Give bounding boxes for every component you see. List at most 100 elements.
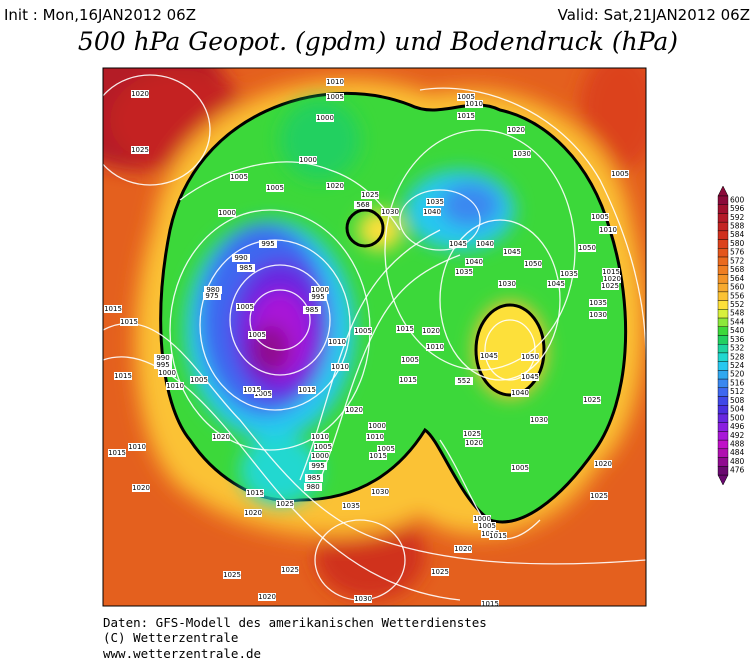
colorbar-box [717, 457, 729, 467]
isobar-label: 1005 [314, 443, 332, 451]
isobar-label: 1015 [243, 386, 261, 394]
label-box [480, 352, 498, 360]
isobar-label: 995 [311, 462, 324, 470]
isobar-labels: 1010100510001000100510001005995990985980… [104, 78, 629, 606]
colorbar-label: 548 [730, 309, 745, 318]
label-box [524, 260, 542, 268]
colorbar-box [717, 344, 729, 354]
isobar-label: 995 [261, 240, 274, 248]
label-box [120, 318, 138, 326]
isobar-label: 1010 [331, 363, 349, 371]
isobar-label: 1030 [354, 595, 372, 603]
colorbar-label: 496 [730, 422, 745, 431]
isobar-label: 1035 [342, 502, 360, 510]
label-box [203, 292, 221, 300]
label-box [223, 571, 241, 579]
label-box [326, 93, 344, 101]
isobar-label: 1020 [465, 439, 483, 447]
label-box [465, 439, 483, 447]
isobar-label: 1020 [422, 327, 440, 335]
isobar-label: 1015 [246, 489, 264, 497]
isobar-label: 1015 [114, 372, 132, 380]
isobar-label: 975 [205, 292, 218, 300]
label-box [463, 430, 481, 438]
colorbar-label: 484 [730, 448, 745, 457]
isobar-label: 1005 [511, 464, 529, 472]
label-box [371, 488, 389, 496]
label-box [465, 100, 483, 108]
isobar-label: 1000 [473, 515, 491, 523]
label-box [309, 293, 327, 301]
label-box [423, 208, 441, 216]
isobar-label: 1010 [166, 382, 184, 390]
label-box [108, 449, 126, 457]
colorbar-label: 552 [730, 300, 745, 309]
isobar-label: 1040 [423, 208, 441, 216]
isobar-label: 1000 [316, 114, 334, 122]
label-box [455, 268, 473, 276]
colorbar-label: 488 [730, 439, 745, 448]
isobar-label: 1005 [254, 390, 272, 398]
isobar-label: 1025 [281, 566, 299, 574]
colorbar-label: 508 [730, 396, 745, 405]
isobar-label: 1015 [489, 532, 507, 540]
label-box [599, 226, 617, 234]
colorbar: 6005965925885845805765725685645605565525… [717, 185, 745, 486]
isobar-label: 1020 [594, 460, 612, 468]
label-box [258, 593, 276, 601]
label-box [328, 338, 346, 346]
isobar-label: 1020 [244, 509, 262, 517]
colorbar-label: 544 [730, 317, 745, 326]
label-box [457, 93, 475, 101]
colorbar-label: 600 [730, 195, 745, 204]
isobar-label: 1005 [478, 522, 496, 530]
isobar-label: 1015 [104, 305, 122, 313]
label-box [481, 600, 499, 606]
isobar-label: 1020 [258, 593, 276, 601]
colorbar-box [717, 466, 729, 476]
isobar-label: 1030 [381, 208, 399, 216]
label-box [511, 389, 529, 397]
isobar-label: 1030 [371, 488, 389, 496]
label-box [507, 126, 525, 134]
colorbar-label: 520 [730, 370, 745, 379]
label-box [166, 382, 184, 390]
label-box [305, 474, 323, 482]
label-box [259, 240, 277, 248]
label-box [589, 299, 607, 307]
label-box [603, 275, 621, 283]
colorbar-box [717, 378, 729, 389]
isobar-label: 1030 [530, 416, 548, 424]
isobar-label: 985 [239, 264, 252, 272]
isobar-label: 552 [457, 377, 470, 385]
label-box [354, 327, 372, 335]
isobar-label: 1045 [480, 352, 498, 360]
colorbar-box [717, 195, 729, 205]
label-box [426, 198, 444, 206]
label-box [489, 532, 507, 540]
isobar-label: 1000 [311, 286, 329, 294]
colorbar-box [717, 326, 729, 336]
colorbar-arrow-top [717, 185, 729, 197]
colorbar-label: 500 [730, 413, 745, 422]
isobar-label: 1050 [578, 244, 596, 252]
label-box [560, 270, 578, 278]
isobar-label: 1020 [326, 182, 344, 190]
isobar-label: 1005 [248, 331, 266, 339]
isobar-label: 1000 [368, 422, 386, 430]
isobar-label: 1015 [457, 112, 475, 120]
label-box [547, 280, 565, 288]
label-box [521, 353, 539, 361]
colorbar-box [717, 431, 729, 441]
label-box [511, 464, 529, 472]
isobar-label: 1015 [298, 386, 316, 394]
isobar-label: 568 [356, 201, 369, 209]
label-box [342, 502, 360, 510]
isobar-label: 1025 [223, 571, 241, 579]
label-box [578, 244, 596, 252]
colorbar-box [717, 239, 729, 249]
map: 1010100510001000100510001005995990985980… [103, 68, 646, 606]
isobar-label: 1030 [589, 311, 607, 319]
isobar-label: 995 [311, 293, 324, 301]
isobar-label: 1015 [108, 449, 126, 457]
